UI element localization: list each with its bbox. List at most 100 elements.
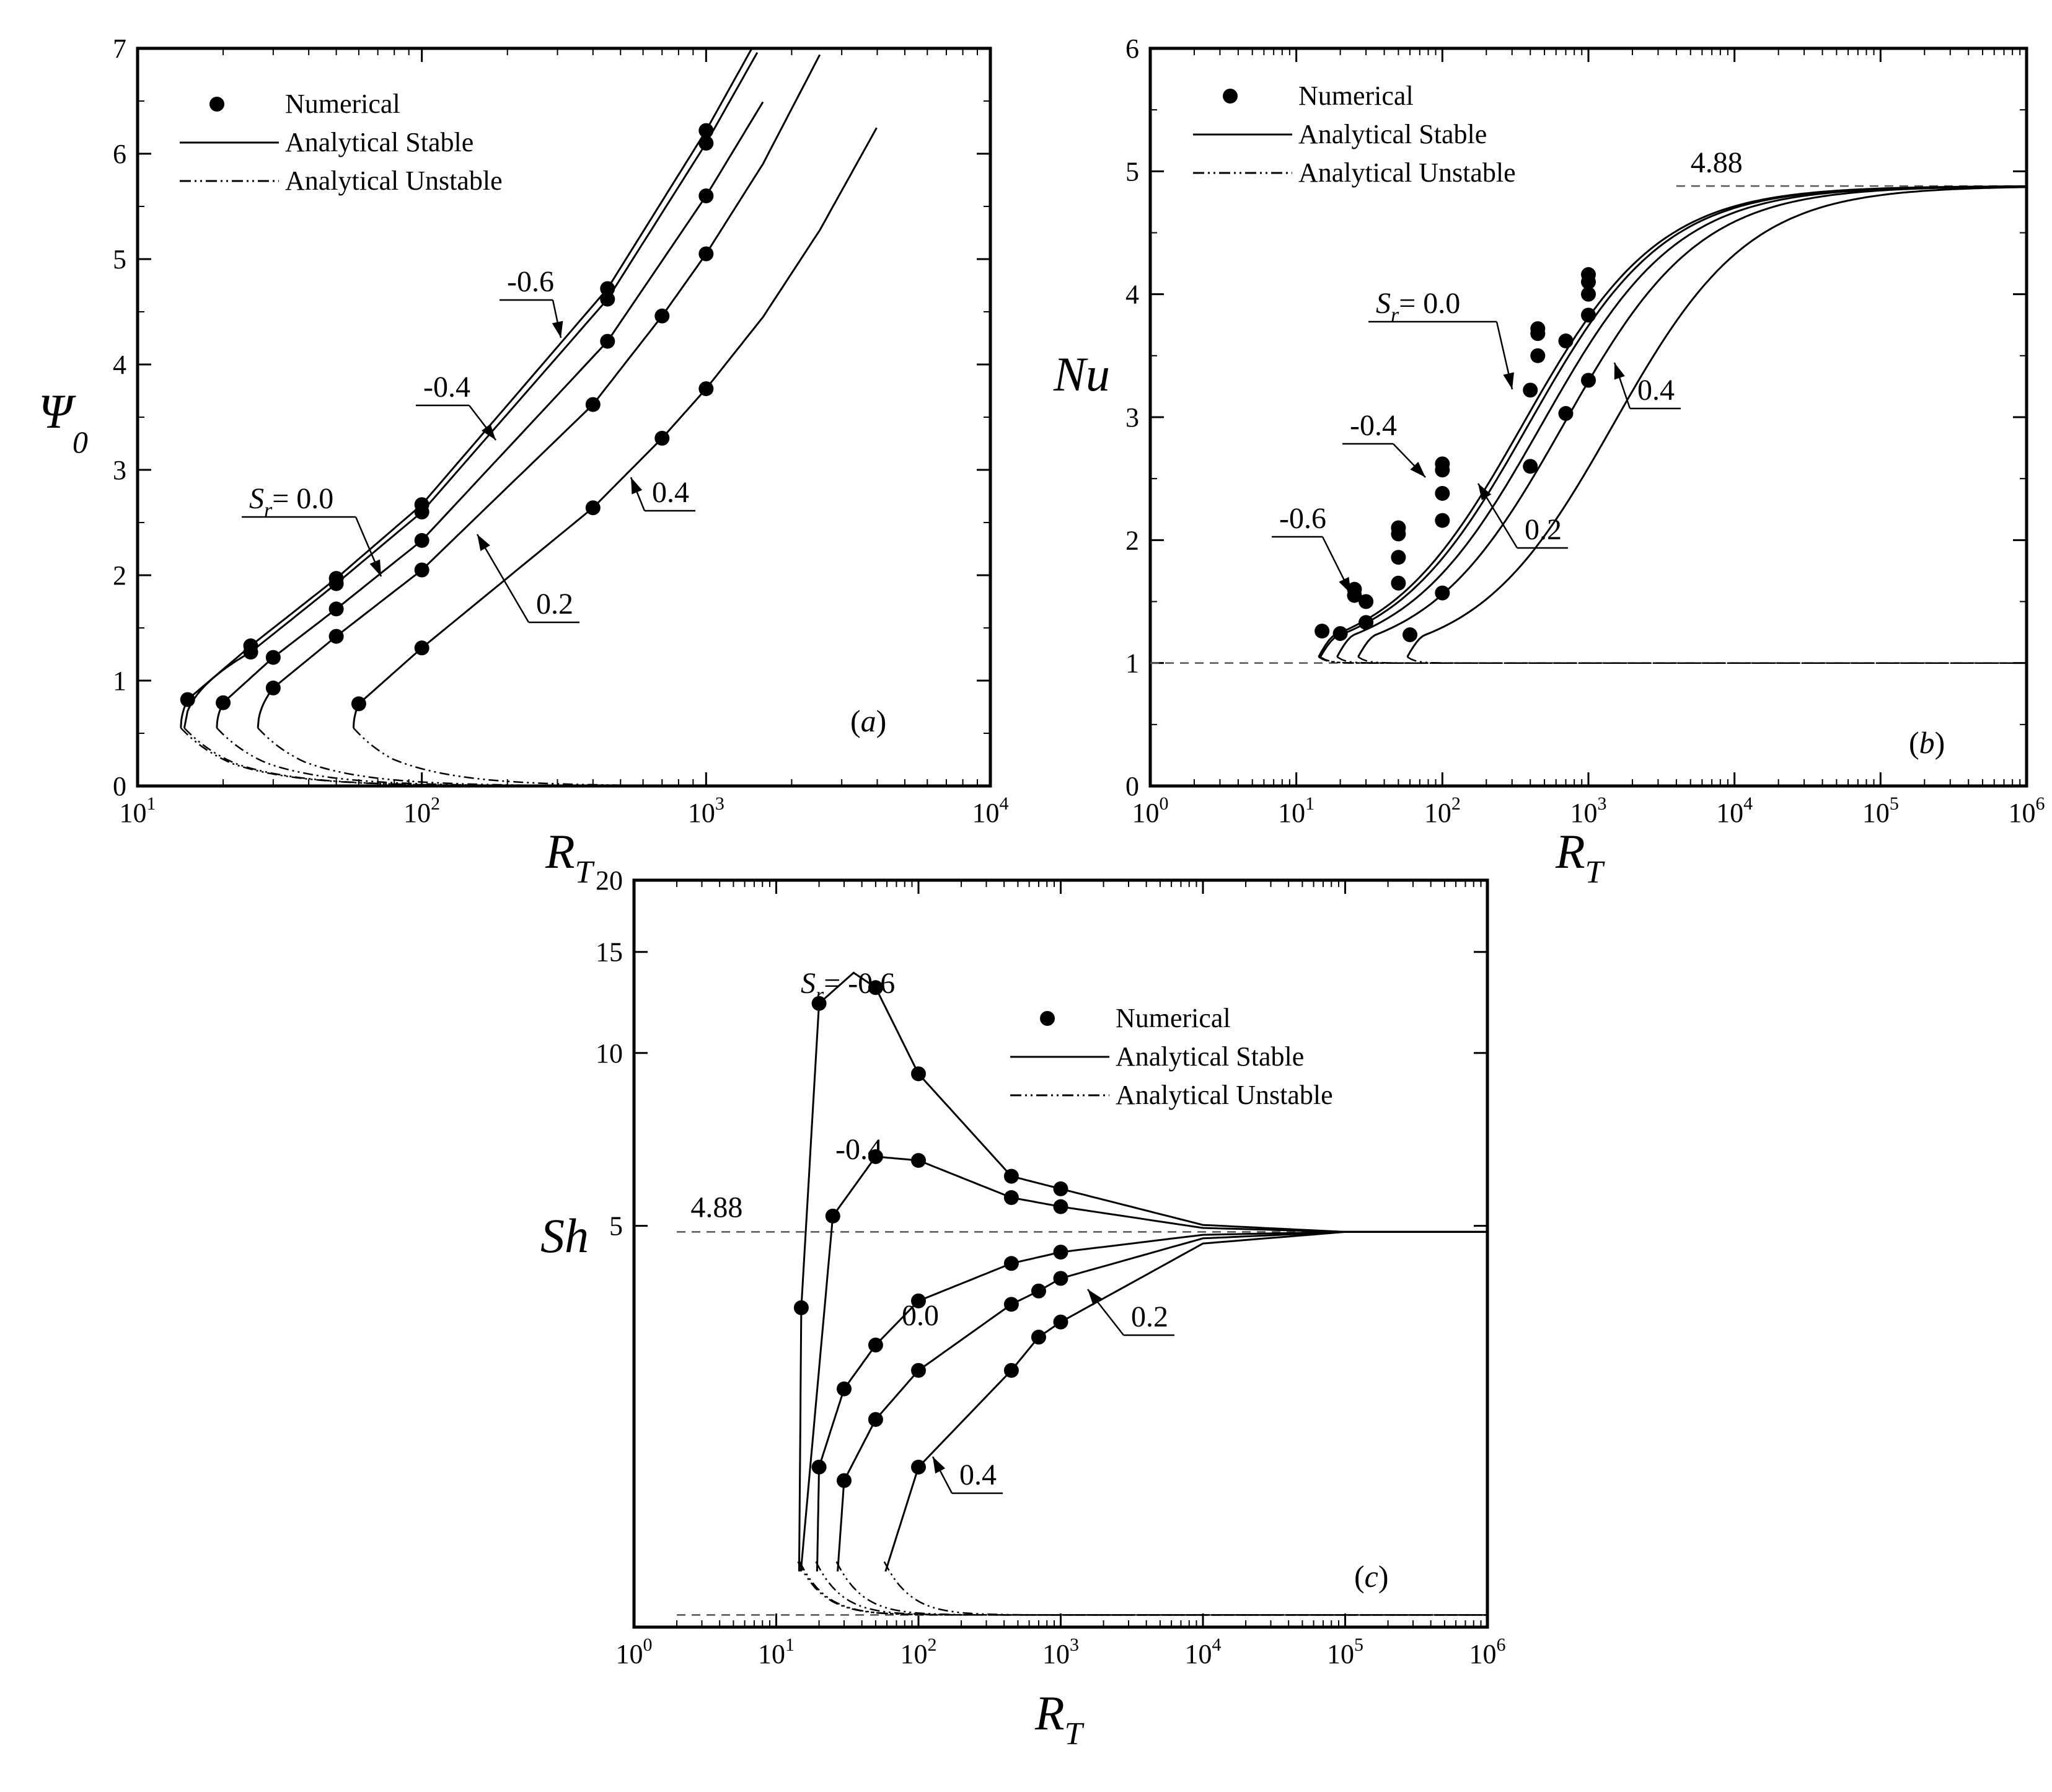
data-point <box>1530 326 1546 342</box>
series-annotation: 0.4 <box>1637 374 1675 407</box>
series--0.4 <box>799 1149 1487 1616</box>
series-0.0 <box>216 101 819 787</box>
data-point <box>1003 1168 1019 1184</box>
annotation-arrowhead <box>1614 363 1625 380</box>
data-point <box>1003 1297 1019 1312</box>
data-point <box>1530 348 1546 363</box>
x-tick-label: 101 <box>120 793 156 828</box>
unstable-branch-line <box>180 727 819 787</box>
legend-label-stable: Analytical Stable <box>285 127 473 157</box>
annotation-arrowhead <box>482 423 496 440</box>
data-point <box>1435 585 1450 601</box>
y-tick-label: 4 <box>1125 280 1139 310</box>
legend-label-unstable: Analytical Unstable <box>285 166 503 196</box>
y-tick-label: 5 <box>113 244 126 275</box>
data-point <box>600 291 615 307</box>
series--0.4 <box>183 51 819 787</box>
x-tick-label: 102 <box>901 1635 937 1669</box>
data-point <box>1003 1256 1019 1271</box>
series--0.4 <box>1319 185 2027 664</box>
annotation-arrowhead <box>1410 462 1425 477</box>
data-point <box>811 1459 827 1475</box>
annotation-arrowhead <box>933 1457 946 1474</box>
data-point <box>698 188 714 203</box>
x-tick-label: 103 <box>1042 1635 1079 1669</box>
asymptote-label: 4.88 <box>1691 146 1743 179</box>
unstable-branch-line <box>353 727 819 787</box>
y-tick-label: 0 <box>113 771 126 801</box>
series-annotation: 0.4 <box>652 476 689 509</box>
data-point <box>328 629 344 644</box>
annotation-arrowhead <box>369 559 381 576</box>
panel-label-a: (a) <box>850 704 886 738</box>
data-point <box>1581 286 1596 302</box>
x-tick-label: 103 <box>1570 793 1607 828</box>
x-tick-label: 103 <box>688 793 724 828</box>
data-point <box>654 308 670 324</box>
data-point <box>793 1300 809 1315</box>
x-axis-label: RT <box>1555 824 1605 890</box>
y-tick-label: 6 <box>113 139 126 169</box>
legend-label-stable: Analytical Stable <box>1298 119 1487 149</box>
series--0.6 <box>1314 185 2027 664</box>
data-point <box>911 1066 926 1082</box>
y-axis-label: Nu <box>1053 347 1110 401</box>
annotation-arrowhead <box>1339 576 1351 594</box>
data-point <box>868 1149 883 1164</box>
unstable-branch-line <box>1318 656 2027 664</box>
series-annotation: -0.6 <box>1279 502 1326 535</box>
data-point <box>328 576 344 591</box>
y-tick-label: 4 <box>113 350 126 380</box>
legend-label-numerical: Numerical <box>1116 1003 1231 1033</box>
data-point <box>654 431 670 446</box>
series-annotation: Sr= -0.6 <box>801 967 895 1007</box>
y-tick-label: 5 <box>609 1211 623 1242</box>
data-point <box>1435 462 1450 478</box>
data-point <box>1053 1199 1068 1214</box>
data-point <box>811 995 827 1011</box>
x-tick-label: 101 <box>758 1635 795 1669</box>
series-annotation: 0.2 <box>1131 1300 1168 1333</box>
stable-branch-line <box>216 101 764 728</box>
data-point <box>698 381 714 397</box>
unstable-branch-line <box>1407 656 2027 664</box>
x-tick-label: 102 <box>403 793 440 828</box>
asymptote-label: 4.88 <box>690 1191 742 1224</box>
data-point <box>1031 1283 1046 1299</box>
series--0.6 <box>180 48 819 787</box>
unstable-branch-line <box>835 1561 1487 1616</box>
data-point <box>1332 626 1348 642</box>
x-tick-label: 104 <box>1716 793 1753 828</box>
series-annotation: 0.2 <box>1525 513 1562 546</box>
series-0.4 <box>1402 186 2027 664</box>
legend-label-stable: Analytical Stable <box>1116 1041 1304 1072</box>
legend-marker-numerical <box>209 97 224 112</box>
data-point <box>1358 615 1374 630</box>
legend-label-numerical: Numerical <box>1298 81 1414 111</box>
data-point <box>265 650 281 665</box>
y-tick-label: 2 <box>113 560 126 591</box>
stable-branch-line <box>816 1230 1487 1572</box>
series-annotation: 0.2 <box>536 588 573 620</box>
data-point <box>243 645 258 660</box>
data-point <box>1558 333 1574 349</box>
data-point <box>414 640 429 656</box>
data-point <box>1391 550 1406 565</box>
series-annotation: Sr= 0.0 <box>1376 287 1460 327</box>
series-annotation: -0.6 <box>507 265 554 298</box>
data-point <box>1558 406 1574 422</box>
stable-branch-line <box>1319 185 2027 658</box>
x-tick-label: 100 <box>1132 793 1169 828</box>
data-point <box>1053 1314 1068 1330</box>
x-tick-label: 104 <box>972 793 1009 828</box>
legend-label-numerical: Numerical <box>285 89 400 119</box>
y-tick-label: 3 <box>1125 402 1139 433</box>
panel-label-c: (c) <box>1354 1559 1389 1594</box>
data-point <box>414 532 429 548</box>
annotation-arrowhead <box>552 320 563 338</box>
x-tick-label: 101 <box>1278 793 1314 828</box>
data-point <box>1402 627 1418 643</box>
y-tick-label: 5 <box>1125 156 1139 187</box>
stable-branch-line <box>352 127 878 728</box>
data-point <box>911 1153 926 1168</box>
